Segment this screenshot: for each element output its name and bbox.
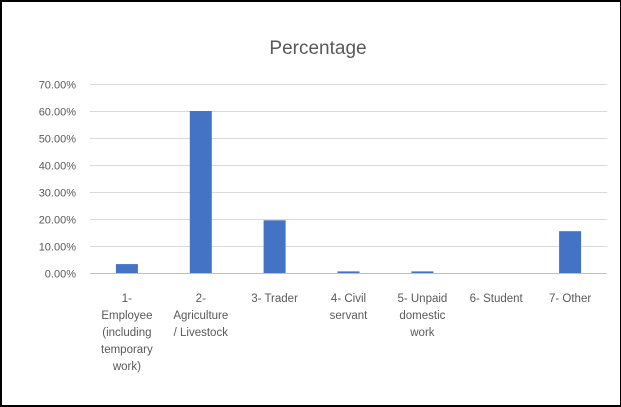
bar xyxy=(189,111,212,273)
bar xyxy=(559,231,582,273)
y-tick-label: 40.00% xyxy=(39,161,77,173)
y-tick-label: 70.00% xyxy=(39,80,77,92)
chart-title: Percentage xyxy=(269,38,366,59)
bar xyxy=(115,264,138,273)
x-tick-label: 4- Civil servant xyxy=(330,293,369,322)
y-tick-label: 60.00% xyxy=(39,107,77,119)
bars xyxy=(115,111,582,273)
bar xyxy=(337,271,360,273)
gridlines xyxy=(90,84,607,274)
bar xyxy=(263,220,286,273)
x-tick-label: 3- Trader xyxy=(251,293,298,305)
x-tick-label: 7- Other xyxy=(549,293,591,305)
x-axis-ticks: 1-Employee (including temporary work) 2-Agri… xyxy=(101,293,591,373)
x-tick-label: 6- Student xyxy=(470,293,524,305)
y-axis-ticks: 0.00% 10.00% 20.00% 30.00% 40.00% 50.00% 60.00… xyxy=(39,80,77,281)
y-tick-label: 0.00% xyxy=(45,269,76,281)
bar xyxy=(411,271,434,273)
y-tick-label: 10.00% xyxy=(39,242,77,254)
x-tick-label: 1-Employee (including temporary work) xyxy=(101,293,153,373)
x-tick-label: 2-Agriculture / Livestock xyxy=(173,293,228,339)
x-tick-label: 5- Unpaid domestic work xyxy=(397,293,447,339)
y-tick-label: 30.00% xyxy=(39,188,77,200)
y-tick-label: 50.00% xyxy=(39,134,77,146)
y-tick-label: 20.00% xyxy=(39,215,77,227)
